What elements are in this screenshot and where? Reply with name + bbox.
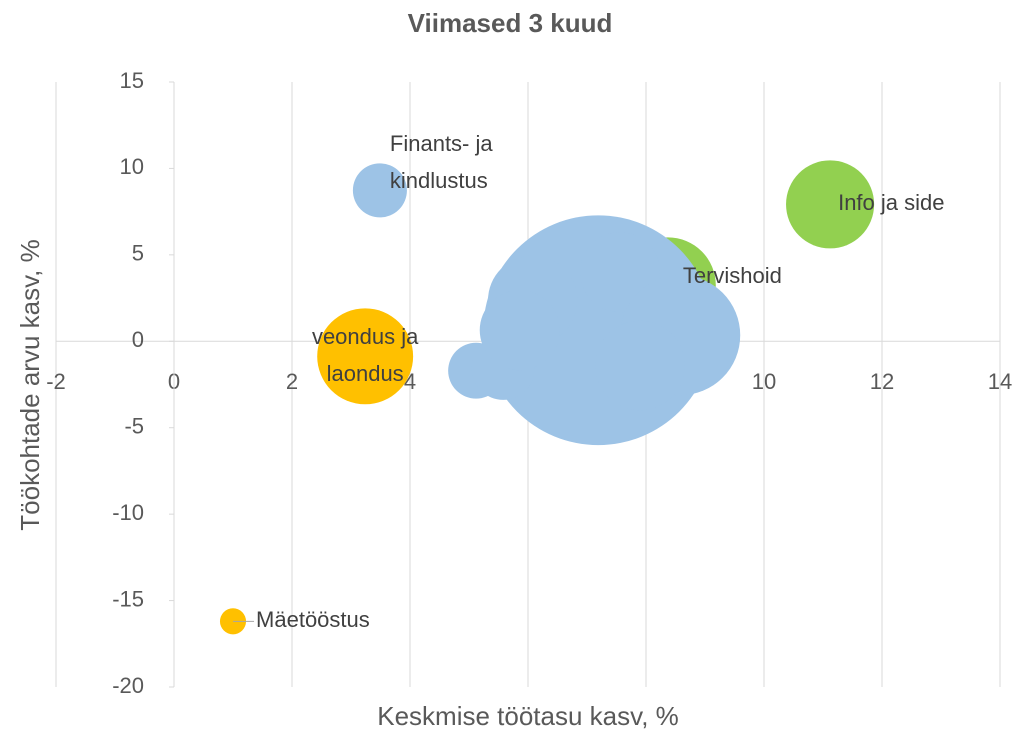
data-label: Tervishoid	[683, 263, 782, 288]
bubble	[595, 320, 685, 411]
x-tick-label: 14	[988, 369, 1012, 394]
bubble	[479, 290, 560, 371]
data-label: kindlustus	[390, 168, 488, 193]
y-tick-label: 5	[132, 241, 144, 266]
bubble	[352, 163, 407, 218]
y-tick-label: -10	[112, 500, 144, 525]
y-tick-label: -5	[124, 414, 144, 439]
y-tick-label: -20	[112, 673, 144, 698]
x-tick-label: -2	[46, 369, 66, 394]
y-tick-label: 15	[120, 68, 144, 93]
data-label: Finants- ja	[390, 131, 493, 156]
x-tick-label: 10	[752, 369, 776, 394]
x-axis-label: Keskmise töötasu kasv, %	[377, 701, 679, 731]
y-axis-label: Töökohtade arvu kasv, %	[15, 239, 45, 530]
data-label: veondus ja	[312, 324, 419, 349]
bubble	[786, 160, 875, 249]
data-label: Mäetööstus	[256, 607, 370, 632]
y-tick-label: -15	[112, 586, 144, 611]
data-label: laondus	[327, 361, 404, 386]
bubble	[317, 308, 414, 405]
x-tick-label: 12	[870, 369, 894, 394]
data-label: Info ja side	[838, 190, 944, 215]
y-tick-label: 0	[132, 327, 144, 352]
x-tick-label: 2	[286, 369, 298, 394]
y-tick-label: 10	[120, 154, 144, 179]
chart-title: Viimased 3 kuud	[408, 8, 613, 38]
